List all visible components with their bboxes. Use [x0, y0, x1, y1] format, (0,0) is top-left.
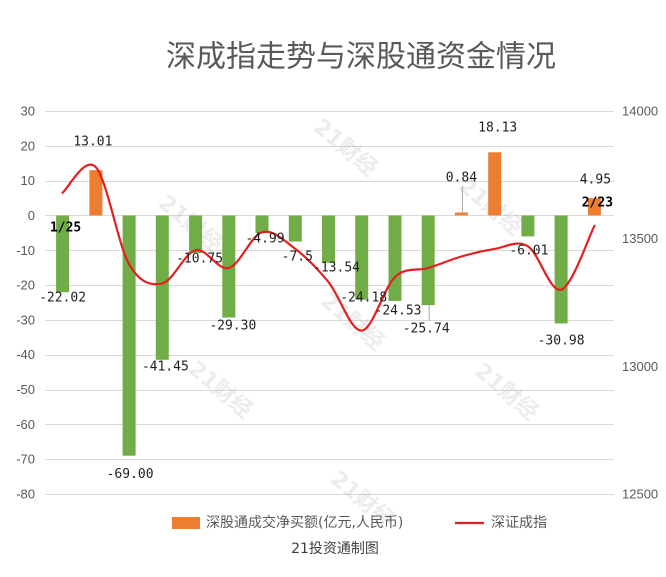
- y-axis-left: 30 20 10 0 -10 -20 -30 -40 -50 -60 -70 -80: [16, 104, 35, 502]
- bar: [454, 212, 468, 216]
- bar-data-label: -25.74: [403, 322, 450, 337]
- bar-data-label: -7.5: [282, 250, 313, 265]
- bar-data-label: -24.18: [340, 291, 387, 306]
- bar-data-label: -29.30: [209, 319, 256, 334]
- line-series-index: [61, 163, 596, 333]
- bar-series-net-buy: [56, 152, 601, 456]
- bar: [222, 215, 236, 318]
- bar-data-label: -6.01: [509, 244, 548, 259]
- index-point: [426, 266, 430, 270]
- gridlines: [45, 111, 614, 495]
- bar: [554, 215, 568, 324]
- index-point: [160, 281, 164, 285]
- y-right-tick-label: 13500: [622, 231, 658, 246]
- y-left-tick-label: 0: [28, 208, 35, 223]
- bar: [189, 215, 203, 253]
- bar-data-label: -22.02: [39, 291, 86, 306]
- data-labels: -22.02 13.01 -69.00 -41.45 -10.75 -29.30 -4.99…: [39, 121, 613, 483]
- source-footer: 21投资通制图: [291, 541, 379, 557]
- bar-data-label: 4.95: [580, 173, 611, 188]
- y-axis-right: 14000 13500 13000 12500: [622, 104, 658, 502]
- bar-data-label: -41.45: [142, 359, 189, 374]
- legend-item-net-buy: 深股通成交净买额(亿元,人民币): [172, 514, 403, 531]
- y-left-tick-label: -80: [16, 487, 35, 502]
- y-left-tick-label: -70: [16, 452, 35, 467]
- bar: [89, 170, 103, 216]
- bar: [255, 215, 269, 233]
- bar-data-label: -69.00: [107, 467, 154, 482]
- bar: [56, 215, 70, 293]
- bar-data-label: 18.13: [478, 121, 517, 136]
- index-line: [61, 163, 596, 332]
- index-point: [227, 266, 231, 270]
- bar-data-label: -30.98: [538, 334, 585, 349]
- index-point: [393, 275, 397, 279]
- label-leader-lines: [428, 186, 463, 322]
- bar: [488, 152, 502, 216]
- bar-data-label: -4.99: [245, 231, 284, 246]
- bar: [155, 215, 169, 360]
- bar: [521, 215, 535, 237]
- legend-label-net-buy: 深股通成交净买额(亿元,人民币): [206, 514, 403, 531]
- legend-item-index: 深证成指: [455, 515, 547, 531]
- bar: [322, 215, 335, 263]
- bar-data-label: 0.84: [446, 171, 477, 186]
- bar-data-label: -24.53: [375, 303, 422, 318]
- chart-title: 深成指走势与深股通资金情况: [166, 40, 556, 75]
- index-point: [360, 329, 364, 333]
- y-right-tick-label: 13000: [622, 359, 658, 374]
- y-right-tick-label: 14000: [622, 104, 658, 119]
- bar: [355, 215, 369, 300]
- y-left-tick-label: 20: [21, 138, 35, 153]
- index-point: [459, 255, 463, 259]
- y-left-tick-label: -60: [16, 417, 35, 432]
- y-left-tick-label: -40: [16, 347, 35, 362]
- index-point: [493, 247, 497, 251]
- bar: [587, 198, 601, 216]
- index-point: [559, 288, 563, 292]
- index-point: [61, 191, 65, 195]
- category-label: 1/25: [50, 221, 81, 236]
- category-label: 2/23: [582, 196, 613, 211]
- y-left-tick-label: 10: [21, 173, 35, 188]
- bar: [122, 215, 136, 456]
- y-left-tick-label: -30: [16, 312, 35, 327]
- bar-data-label: -13.54: [313, 261, 360, 276]
- legend-label-index: 深证成指: [491, 515, 547, 531]
- index-point: [592, 224, 596, 228]
- bar: [288, 215, 302, 242]
- index-point: [127, 262, 131, 266]
- bar: [421, 215, 435, 306]
- y-right-tick-label: 12500: [622, 487, 658, 502]
- legend: 深股通成交净买额(亿元,人民币) 深证成指: [172, 514, 547, 531]
- bar-data-label: -10.75: [176, 251, 223, 266]
- legend-swatch-bar: [172, 517, 200, 529]
- bar-data-label: 13.01: [73, 135, 112, 150]
- y-left-tick-label: -50: [16, 382, 35, 397]
- y-left-tick-label: 30: [21, 104, 35, 119]
- index-point: [94, 165, 98, 169]
- bar: [388, 215, 402, 301]
- y-left-tick-label: -10: [16, 243, 35, 258]
- y-left-tick-label: -20: [16, 278, 35, 293]
- index-point: [327, 280, 331, 284]
